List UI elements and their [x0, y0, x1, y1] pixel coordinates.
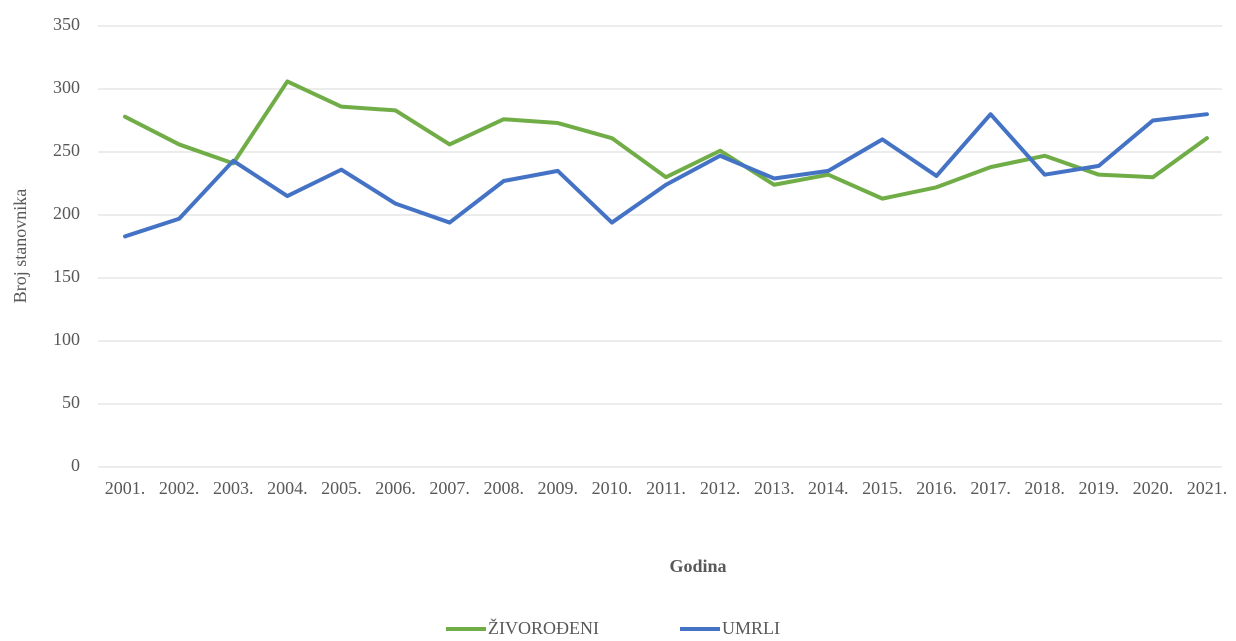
- data-line: [123, 79, 1209, 201]
- x-tick-label: 2021.: [1187, 478, 1228, 498]
- x-tick-label: 2009.: [538, 478, 579, 498]
- x-tick-label: 2018.: [1024, 478, 1065, 498]
- x-tick-label: 2012.: [700, 478, 741, 498]
- x-tick-label: 2005.: [321, 478, 362, 498]
- x-tick-label: 2019.: [1079, 478, 1120, 498]
- y-tick-label: 150: [53, 266, 80, 286]
- data-line: [123, 112, 1209, 239]
- x-tick-label: 2001.: [105, 478, 146, 498]
- x-tick-label: 2015.: [862, 478, 903, 498]
- y-tick-label: 200: [53, 203, 80, 223]
- x-tick-label: 2006.: [375, 478, 416, 498]
- x-tick-label: 2016.: [916, 478, 957, 498]
- y-axis-title: Broj stanovnika: [10, 189, 30, 304]
- y-tick-label: 250: [53, 140, 80, 160]
- x-tick-label: 2020.: [1133, 478, 1174, 498]
- x-tick-label: 2002.: [159, 478, 200, 498]
- x-tick-label: 2008.: [483, 478, 524, 498]
- x-tick-label: 2007.: [429, 478, 470, 498]
- legend-label: ŽIVOROĐENI: [488, 617, 599, 638]
- x-tick-label: 2003.: [213, 478, 254, 498]
- x-tick-label: 2011.: [646, 478, 686, 498]
- x-tick-label: 2004.: [267, 478, 308, 498]
- x-tick-label: 2014.: [808, 478, 849, 498]
- y-tick-label: 100: [53, 329, 80, 349]
- x-tick-label: 2010.: [592, 478, 633, 498]
- legend-label: UMRLI: [722, 618, 780, 638]
- x-axis-title: Godina: [669, 556, 726, 576]
- x-tick-label: 2013.: [754, 478, 795, 498]
- y-tick-label: 0: [71, 455, 80, 475]
- y-tick-label: 50: [62, 392, 80, 412]
- y-tick-label: 300: [53, 77, 80, 97]
- x-tick-label: 2017.: [970, 478, 1011, 498]
- y-tick-label: 350: [53, 14, 80, 34]
